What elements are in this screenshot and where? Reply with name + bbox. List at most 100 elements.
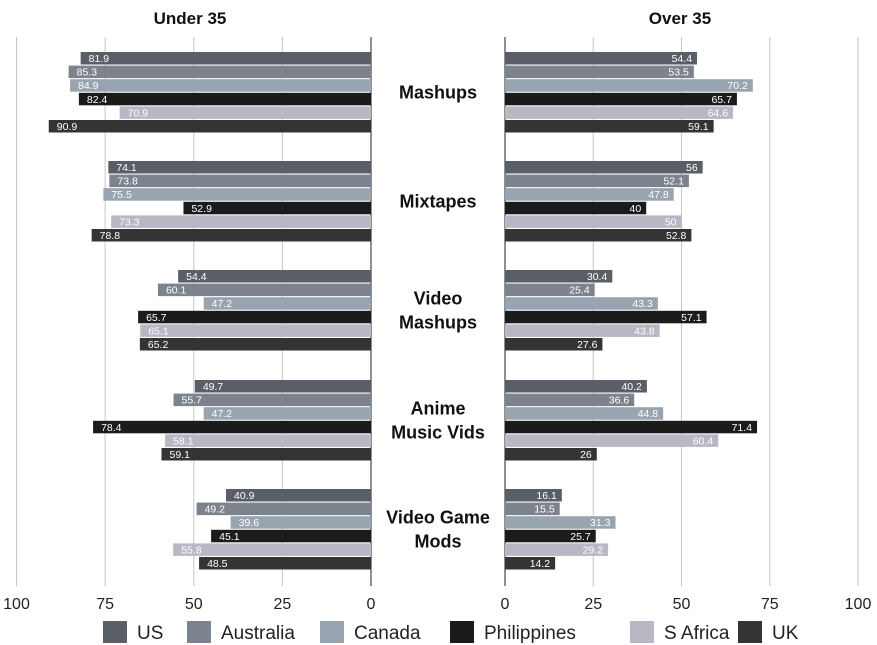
right-tick-label: 100 [845,596,872,613]
bar-under35 [140,324,371,337]
data-label-under35: 45.1 [219,531,240,543]
left-tick-label: 75 [96,596,114,613]
bar-over35 [505,52,698,65]
data-label-over35: 29.2 [583,544,604,556]
data-label-over35: 64.6 [708,107,729,119]
data-label-over35: 43.8 [634,325,655,337]
data-label-over35: 15.5 [534,504,555,516]
bar-under35 [138,310,371,324]
bar-over35 [505,502,560,516]
data-label-over35: 50 [665,216,677,228]
data-label-over35: 43.3 [632,298,653,310]
bar-under35 [183,201,371,215]
legend: US Australia Canada Philippines S Africa UK [103,621,799,644]
bar-under35 [173,543,371,556]
bar-over35 [505,516,616,529]
data-label-over35: 40.2 [621,381,642,393]
right-tick-label: 25 [584,596,602,613]
bar-over35 [505,92,737,106]
bar-over35 [505,229,692,242]
data-label-over35: 71.4 [732,422,753,434]
bar-under35 [70,79,371,92]
data-label-under35: 49.2 [205,504,226,516]
category-label: Mods [415,531,462,551]
bar-over35 [505,529,596,543]
data-label-under35: 59.1 [169,449,190,461]
data-label-over35: 53.5 [668,67,689,79]
bar-under35 [196,502,371,516]
bar-under35 [178,270,371,283]
bar-under35 [194,380,371,393]
left-panel-title: Under 35 [154,9,227,28]
data-label-over35: 40 [630,203,642,215]
category-label: Music Vids [391,422,485,442]
data-label-over35: 70.2 [727,80,748,92]
legend-label: Canada [354,623,421,644]
bar-over35 [505,557,556,570]
data-label-under35: 84.9 [78,80,99,92]
bar-under35 [139,338,371,351]
left-tick-label: 50 [185,596,203,613]
legend-swatch [738,621,762,643]
bar-under35 [230,516,371,529]
bar-under35 [165,434,371,447]
data-label-over35: 25.4 [569,285,590,297]
data-label-over35: 30.4 [587,271,608,283]
data-label-under35: 65.1 [148,325,169,337]
data-label-under35: 82.4 [87,94,108,106]
bar-under35 [103,188,371,201]
bar-over35 [505,310,707,324]
legend-label: S Africa [664,623,730,644]
bar-under35 [78,92,371,106]
data-label-over35: 52.8 [666,230,687,242]
legend-swatch [630,621,654,643]
data-label-over35: 14.2 [530,558,551,570]
category-label: Mixtapes [399,191,476,211]
category-label: Video [414,288,463,308]
right-tick-label: 0 [501,596,510,613]
left-tick-label: 100 [3,596,30,613]
legend-swatch [320,621,344,643]
bar-under35 [161,448,371,461]
bar-over35 [505,201,647,215]
right-tick-label: 50 [673,596,691,613]
bar-over35 [505,270,613,283]
bars [48,52,758,570]
bar-over35 [505,434,719,447]
left-tick-label: 25 [273,596,291,613]
bar-over35 [505,407,664,420]
data-label-under35: 49.7 [203,381,224,393]
bar-over35 [505,297,658,310]
data-label-under35: 40.9 [234,490,255,502]
data-label-over35: 65.7 [711,94,732,106]
data-label-under35: 65.7 [146,312,167,324]
bar-under35 [91,229,372,242]
category-label: Mashups [399,82,477,102]
bar-under35 [211,529,371,543]
data-label-over35: 56 [686,162,698,174]
bar-over35 [505,79,753,92]
category-labels: Mashups Mixtapes Video Mashups Anime Music Vi… [386,82,490,551]
data-label-under35: 54.4 [186,271,207,283]
bar-under35 [108,161,372,174]
bar-under35 [199,557,371,570]
legend-label: Australia [221,623,295,644]
data-label-under35: 65.2 [148,339,169,351]
data-label-over35: 59.1 [688,121,709,133]
data-label-under35: 39.6 [239,517,260,529]
bar-over35 [505,420,758,434]
data-label-over35: 26 [580,449,592,461]
category-label: Anime [410,398,465,418]
bar-under35 [111,215,372,228]
data-label-under35: 78.4 [101,422,122,434]
bar-over35 [505,380,647,393]
legend-swatch [103,621,127,643]
bar-under35 [109,174,371,188]
legend-label: UK [772,623,799,644]
tick-labels: 100 75 50 25 0 0 25 50 75 100 [3,596,871,613]
bar-over35 [505,543,609,556]
bar-under35 [68,65,371,79]
bar-over35 [505,65,694,79]
data-label-over35: 31.3 [590,517,611,529]
bar-over35 [505,215,682,228]
